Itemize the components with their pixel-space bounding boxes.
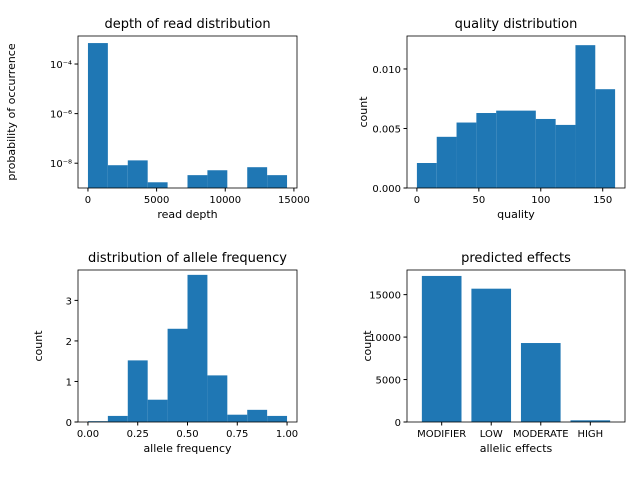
hist-bar: [127, 360, 148, 422]
bar: [570, 420, 611, 422]
y-axis-label: probability of occurrence: [5, 43, 18, 180]
hist-bar: [267, 415, 288, 422]
hist-bar: [187, 274, 208, 422]
hist-bar: [456, 122, 477, 188]
x-tick-label: HIGH: [577, 429, 603, 440]
hist-bar: [476, 113, 497, 188]
hist-bar: [207, 375, 228, 422]
hist-bar: [107, 415, 128, 422]
hist-bar: [516, 110, 536, 188]
hist-bar: [147, 399, 168, 422]
x-tick-label: 150: [593, 195, 612, 206]
y-tick-label: 10⁻⁸: [50, 159, 72, 170]
hist-bar: [107, 165, 128, 188]
bar: [421, 275, 462, 422]
y-tick-label: 10⁻⁶: [50, 110, 72, 121]
y-tick-label: 0: [395, 418, 401, 429]
hist-bar: [535, 118, 556, 188]
x-tick-label: 5000: [144, 195, 169, 206]
x-tick-label: MODIFIER: [417, 429, 466, 440]
chart-title: depth of read distribution: [104, 17, 270, 32]
hist-bar: [187, 175, 208, 188]
x-tick-label: 0.75: [226, 429, 248, 440]
hist-bar: [595, 89, 616, 188]
axes-frame: [406, 269, 626, 423]
y-tick-label: 0.000: [372, 184, 401, 195]
x-tick-label: 50: [472, 195, 485, 206]
y-axis-label: count: [357, 96, 370, 128]
x-tick-label: MODERATE: [513, 429, 569, 440]
y-tick-label: 0: [66, 418, 72, 429]
y-tick-label: 10000: [369, 333, 401, 344]
hist-bar: [575, 45, 596, 189]
hist-bar: [87, 421, 108, 422]
axes-frame: [77, 35, 298, 189]
axes-frame: [77, 269, 298, 423]
hist-bar: [147, 182, 168, 188]
x-tick-label: LOW: [480, 429, 503, 440]
hist-bar: [436, 136, 457, 188]
hist-bar: [416, 163, 437, 188]
y-tick-label: 10⁻⁴: [50, 60, 72, 71]
hist-bar: [555, 124, 576, 188]
x-tick-label: 0.00: [77, 429, 99, 440]
x-tick-label: 0.25: [127, 429, 149, 440]
y-tick-label: 3: [66, 296, 72, 307]
y-tick-label: 2: [66, 337, 72, 348]
y-tick-label: 0.005: [372, 124, 401, 135]
y-tick-label: 5000: [376, 376, 401, 387]
y-axis-label: count: [32, 330, 45, 362]
hist-bar: [496, 110, 516, 188]
chart-title: distribution of allele frequency: [88, 251, 287, 266]
hist-bar: [127, 160, 148, 188]
x-axis-label: quality: [497, 208, 535, 221]
x-tick-label: 0: [414, 195, 420, 206]
hist-bar: [167, 328, 188, 422]
x-axis-label: allele frequency: [143, 442, 232, 455]
x-tick-label: 100: [531, 195, 550, 206]
y-tick-label: 0.010: [372, 65, 401, 76]
y-axis-label: count: [361, 330, 374, 362]
chart-title: predicted effects: [461, 251, 571, 266]
y-tick-label: 1: [66, 377, 72, 388]
x-axis-label: read depth: [157, 208, 217, 221]
bar: [471, 288, 512, 422]
x-axis-label: allelic effects: [480, 442, 553, 455]
hist-bar: [87, 43, 108, 189]
hist-bar: [247, 167, 268, 188]
chart-title: quality distribution: [455, 17, 578, 32]
bar: [520, 343, 561, 422]
hist-bar: [267, 175, 288, 188]
x-tick-label: 0.50: [176, 429, 198, 440]
x-tick-label: 1.00: [276, 429, 298, 440]
x-tick-label: 10000: [209, 195, 241, 206]
hist-bar: [207, 170, 228, 188]
axes-frame: [406, 35, 626, 189]
x-tick-label: 0: [85, 195, 91, 206]
hist-bar: [247, 409, 268, 422]
y-tick-label: 15000: [369, 291, 401, 302]
hist-bar: [227, 414, 248, 422]
x-tick-label: 15000: [278, 195, 310, 206]
